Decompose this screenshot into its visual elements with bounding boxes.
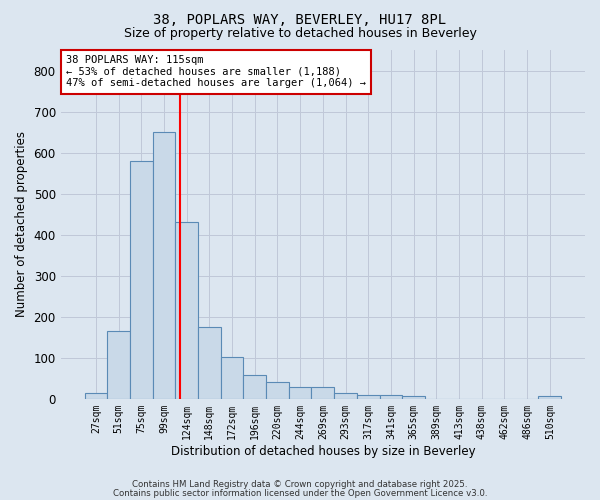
Bar — [152, 132, 175, 399]
Bar — [266, 382, 289, 399]
Text: 38 POPLARS WAY: 115sqm
← 53% of detached houses are smaller (1,188)
47% of semi-: 38 POPLARS WAY: 115sqm ← 53% of detached… — [66, 55, 366, 88]
Bar — [311, 386, 334, 399]
Bar — [380, 394, 402, 399]
X-axis label: Distribution of detached houses by size in Beverley: Distribution of detached houses by size … — [170, 444, 475, 458]
Bar — [402, 396, 425, 399]
Text: Size of property relative to detached houses in Beverley: Size of property relative to detached ho… — [124, 28, 476, 40]
Text: 38, POPLARS WAY, BEVERLEY, HU17 8PL: 38, POPLARS WAY, BEVERLEY, HU17 8PL — [154, 12, 446, 26]
Text: Contains HM Land Registry data © Crown copyright and database right 2025.: Contains HM Land Registry data © Crown c… — [132, 480, 468, 489]
Bar — [357, 394, 380, 399]
Bar — [85, 392, 107, 399]
Bar — [198, 327, 221, 399]
Bar — [244, 376, 266, 399]
Bar — [175, 222, 198, 399]
Bar — [107, 331, 130, 399]
Y-axis label: Number of detached properties: Number of detached properties — [15, 132, 28, 318]
Bar — [538, 396, 561, 399]
Bar — [334, 392, 357, 399]
Text: Contains public sector information licensed under the Open Government Licence v3: Contains public sector information licen… — [113, 488, 487, 498]
Bar — [289, 386, 311, 399]
Bar — [221, 356, 244, 399]
Bar — [130, 161, 152, 399]
